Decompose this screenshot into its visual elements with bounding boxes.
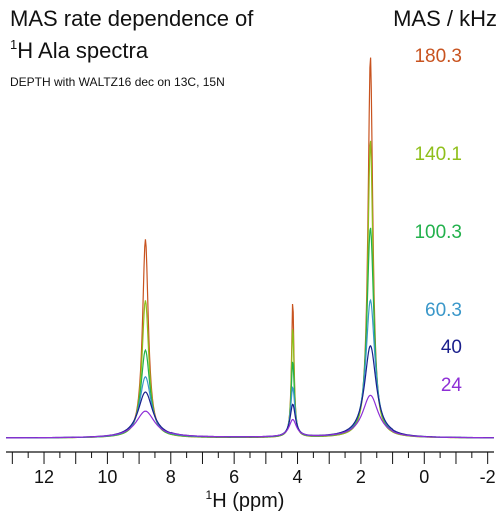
chart-title-line2: 1H Ala spectra [10,37,149,63]
x-tick-label: 6 [229,467,239,487]
spectrum-line-24 [6,394,495,439]
legend-entry: 24 [441,375,463,396]
x-tick-label: -2 [480,467,496,487]
legend: 180.3 140.1 100.3 60.3 40 24 [414,46,462,396]
legend-entry: 180.3 [414,46,462,67]
legend-entry: 60.3 [425,300,462,321]
spectrum-line-40 [6,344,494,439]
spectra [6,57,495,439]
legend-entry: 140.1 [414,144,462,165]
title-text: H Ala spectra [17,38,149,63]
spectrum-line-100-3 [6,227,494,439]
spectrum-line-180-3 [6,57,494,439]
x-tick-label: 4 [293,467,303,487]
x-axis: 12 10 8 6 4 2 0 -2 [6,451,496,487]
x-axis-label-superscript: 1 [206,488,213,502]
chart-subtitle: DEPTH with WALTZ16 dec on 13C, 15N [10,75,225,89]
chart-title: MAS rate dependence of [10,6,254,31]
legend-title: MAS / kHz [393,6,497,31]
spectrum-line-140-1 [6,140,494,439]
x-tick-label: 12 [34,467,54,487]
spectrum-line-60-3 [6,298,495,439]
title-superscript: 1 [10,37,17,52]
x-axis-label-text: H (ppm) [212,490,284,512]
legend-entry: 40 [441,337,462,358]
x-tick-label: 10 [97,467,117,487]
x-tick-label: 2 [356,467,366,487]
legend-entry: 100.3 [414,222,462,243]
x-axis-label: 1H (ppm) [206,488,285,512]
x-tick-label: 0 [419,467,429,487]
x-tick-label: 8 [166,467,176,487]
